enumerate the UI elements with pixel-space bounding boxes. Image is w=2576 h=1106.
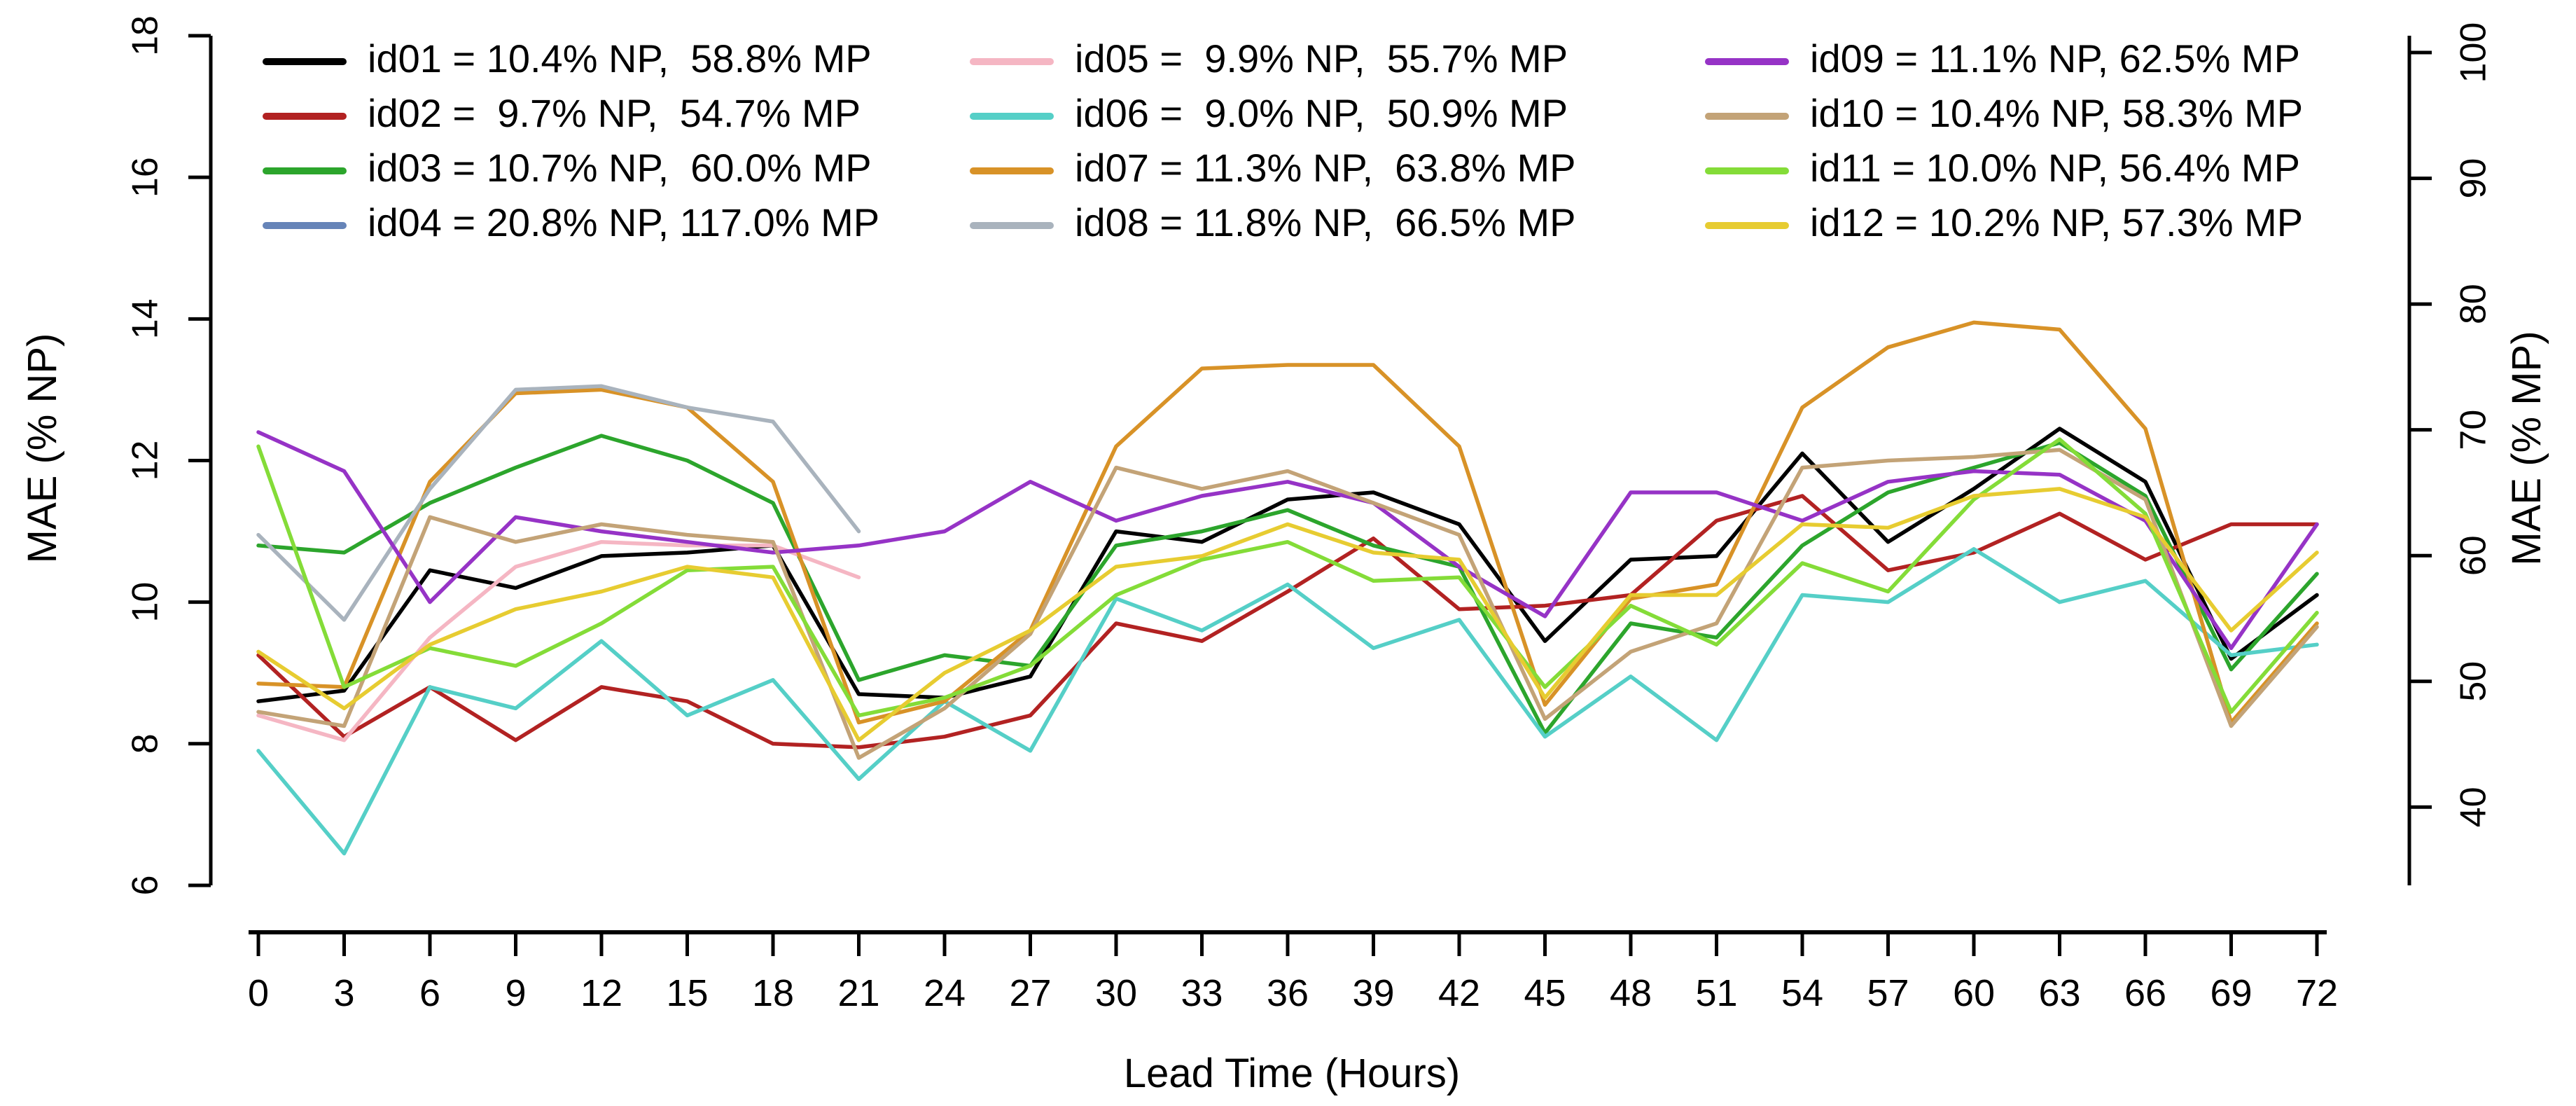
legend-label-id07: id07 = 11.3% NP, 63.8% MP bbox=[1075, 146, 1575, 190]
series-line-id06 bbox=[256, 547, 2319, 856]
x-axis-tick-label: 54 bbox=[1781, 972, 1823, 1014]
y-axis-left-tick-label: 16 bbox=[125, 157, 166, 198]
x-axis-tick-label: 72 bbox=[2296, 972, 2338, 1014]
legend-item-id09: id09 = 11.1% NP, 62.5% MP bbox=[1705, 36, 2300, 81]
legend-label-id02: id02 = 9.7% NP, 54.7% MP bbox=[368, 91, 861, 135]
y-axis-right-tick-label: 60 bbox=[2453, 535, 2494, 576]
x-axis-tick-label: 69 bbox=[2210, 972, 2252, 1014]
series-line-id12 bbox=[256, 487, 2319, 742]
x-axis-tick-label: 9 bbox=[505, 972, 526, 1014]
x-axis-tick-label: 21 bbox=[837, 972, 879, 1014]
series-line-id09 bbox=[256, 430, 2319, 651]
series-line-id08 bbox=[256, 384, 861, 622]
x-axis-tick-label: 42 bbox=[1438, 972, 1480, 1014]
legend-item-id07: id07 = 11.3% NP, 63.8% MP bbox=[970, 146, 1575, 190]
x-axis-tick-label: 12 bbox=[580, 972, 622, 1014]
legend-item-id10: id10 = 10.4% NP, 58.3% MP bbox=[1705, 91, 2303, 135]
y-axis-title-right: MAE (% MP) bbox=[2504, 331, 2549, 565]
x-axis-tick-label: 15 bbox=[666, 972, 708, 1014]
x-axis-tick-label: 51 bbox=[1695, 972, 1737, 1014]
legend-item-id05: id05 = 9.9% NP, 55.7% MP bbox=[970, 36, 1568, 81]
x-axis-tick-label: 33 bbox=[1181, 972, 1223, 1014]
legend-item-id02: id02 = 9.7% NP, 54.7% MP bbox=[263, 91, 861, 135]
x-axis-tick-label: 3 bbox=[333, 972, 354, 1014]
legend-item-id08: id08 = 11.8% NP, 66.5% MP bbox=[970, 200, 1575, 244]
y-axis-title-left: MAE (% NP) bbox=[20, 333, 65, 564]
y-axis-left-tick-label: 12 bbox=[125, 441, 166, 481]
y-axis-right-tick-label: 80 bbox=[2453, 284, 2494, 324]
series-line-id11 bbox=[256, 437, 2319, 718]
y-axis-left-tick-label: 8 bbox=[125, 733, 166, 754]
x-axis-tick-label: 0 bbox=[248, 972, 269, 1014]
legend-item-id12: id12 = 10.2% NP, 57.3% MP bbox=[1705, 200, 2303, 244]
x-axis-tick-label: 18 bbox=[752, 972, 794, 1014]
legend-label-id12: id12 = 10.2% NP, 57.3% MP bbox=[1810, 200, 2303, 244]
series-line-id05 bbox=[256, 539, 861, 742]
legend-label-id06: id06 = 9.0% NP, 50.9% MP bbox=[1075, 91, 1568, 135]
series-line-id10 bbox=[256, 448, 2319, 760]
x-axis-tick-label: 48 bbox=[1610, 972, 1652, 1014]
legend-label-id08: id08 = 11.8% NP, 66.5% MP bbox=[1075, 200, 1575, 244]
x-axis-title: Lead Time (Hours) bbox=[1124, 1051, 1460, 1096]
x-axis-tick-label: 66 bbox=[2124, 972, 2166, 1014]
y-axis-left-tick-label: 10 bbox=[125, 582, 166, 623]
y-axis-right-tick-label: 70 bbox=[2453, 410, 2494, 450]
legend-label-id11: id11 = 10.0% NP, 56.4% MP bbox=[1810, 146, 2300, 190]
x-axis-tick-label: 6 bbox=[419, 972, 440, 1014]
x-axis-tick-label: 45 bbox=[1524, 972, 1566, 1014]
y-axis-left-tick-label: 6 bbox=[125, 875, 166, 895]
legend-item-id04: id04 = 20.8% NP, 117.0% MP bbox=[263, 200, 879, 244]
legend-item-id11: id11 = 10.0% NP, 56.4% MP bbox=[1705, 146, 2300, 190]
series-line-id03 bbox=[256, 434, 2319, 735]
series-line-id07 bbox=[256, 320, 2319, 725]
legend-label-id05: id05 = 9.9% NP, 55.7% MP bbox=[1075, 36, 1568, 81]
x-axis-tick-label: 39 bbox=[1352, 972, 1394, 1014]
legend-label-id01: id01 = 10.4% NP, 58.8% MP bbox=[368, 36, 872, 81]
legend-item-id03: id03 = 10.7% NP, 60.0% MP bbox=[263, 146, 872, 190]
series-line-id01 bbox=[256, 427, 2319, 703]
legend-label-id03: id03 = 10.7% NP, 60.0% MP bbox=[368, 146, 872, 190]
legend: id01 = 10.4% NP, 58.8% MP id02 = 9.7% NP,… bbox=[263, 36, 2303, 244]
x-axis-tick-label: 57 bbox=[1867, 972, 1909, 1014]
y-axis-left-tick-label: 18 bbox=[125, 15, 166, 56]
x-axis-tick-label: 24 bbox=[924, 972, 966, 1014]
series-line-id02 bbox=[256, 494, 2319, 749]
legend-label-id04: id04 = 20.8% NP, 117.0% MP bbox=[368, 200, 879, 244]
x-axis-tick-label: 60 bbox=[1953, 972, 1995, 1014]
legend-label-id09: id09 = 11.1% NP, 62.5% MP bbox=[1810, 36, 2300, 81]
y-axis-right-tick-label: 40 bbox=[2453, 787, 2494, 827]
legend-item-id06: id06 = 9.0% NP, 50.9% MP bbox=[970, 91, 1568, 135]
y-axis-left-tick-label: 14 bbox=[125, 298, 166, 339]
legend-label-id10: id10 = 10.4% NP, 58.3% MP bbox=[1810, 91, 2303, 135]
x-axis-tick-label: 36 bbox=[1267, 972, 1309, 1014]
axis-titles: Lead Time (Hours) MAE (% NP) MAE (% MP) bbox=[20, 331, 2549, 1096]
y-axis-right-tick-label: 50 bbox=[2453, 661, 2494, 702]
x-axis-tick-label: 30 bbox=[1095, 972, 1137, 1014]
y-axis-right-tick-label: 90 bbox=[2453, 158, 2494, 199]
legend-item-id01: id01 = 10.4% NP, 58.8% MP bbox=[263, 36, 872, 81]
series-lines bbox=[256, 320, 2319, 856]
y-axis-right-tick-label: 100 bbox=[2453, 22, 2494, 83]
x-axis-tick-label: 27 bbox=[1009, 972, 1051, 1014]
x-axis-tick-label: 63 bbox=[2038, 972, 2080, 1014]
